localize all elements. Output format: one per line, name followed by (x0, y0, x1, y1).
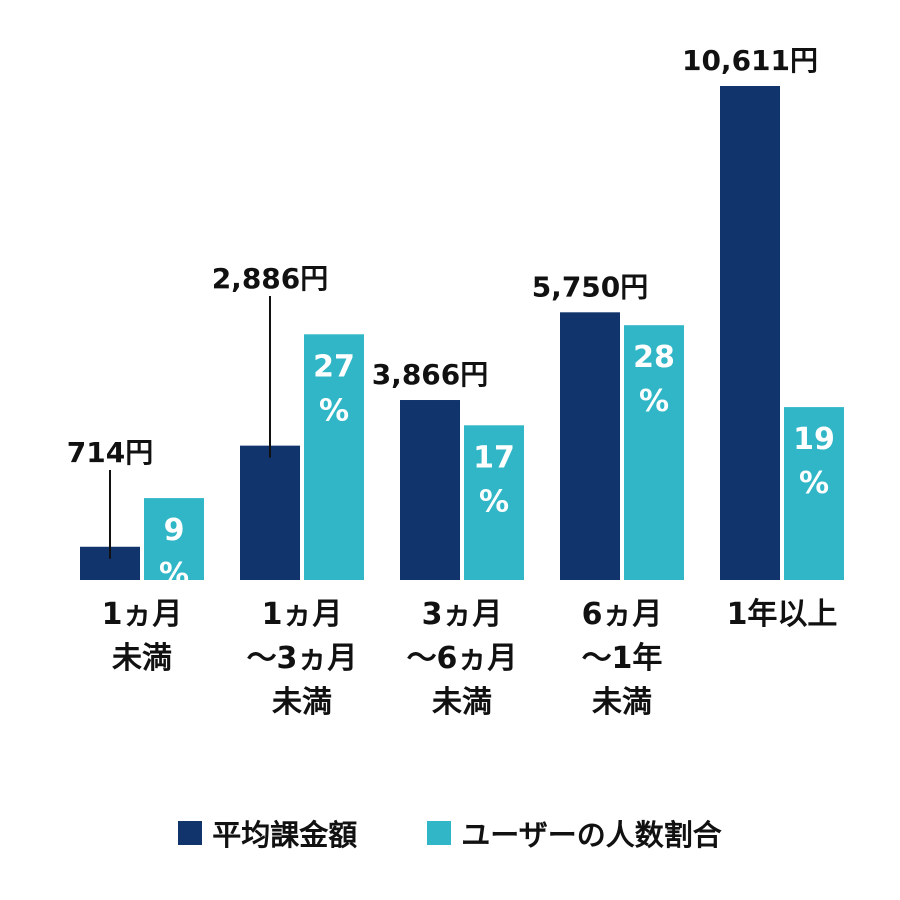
legend-item-avg: 平均課金額 (178, 812, 357, 854)
category-label: 未満 (112, 641, 172, 676)
category-label: 6ヵ月 (582, 597, 663, 632)
value-label-ratio: % (639, 384, 669, 419)
bar-chart: 714円9%1ヵ月未満2,886円27%1ヵ月〜3ヵ月未満3,866円17%3ヵ… (66, 44, 844, 720)
value-label-ratio: 27 (313, 349, 355, 384)
category-label: 未満 (592, 685, 652, 720)
category-label: 3ヵ月 (422, 597, 503, 632)
value-label-avg: 2,886円 (212, 262, 329, 295)
legend-swatch-avg (178, 821, 203, 845)
value-label-ratio: 9 (164, 513, 185, 548)
value-label-ratio: % (159, 557, 189, 592)
bar-ratio (304, 334, 364, 580)
category-label: 未満 (272, 685, 332, 720)
value-label-avg: 3,866円 (372, 358, 489, 391)
value-label-ratio: 19 (793, 422, 835, 457)
bar-avg (560, 312, 620, 580)
legend-label-avg: 平均課金額 (212, 818, 358, 852)
value-label-ratio: % (799, 466, 829, 501)
value-label-avg: 714円 (67, 436, 153, 469)
bar-avg (240, 445, 300, 580)
value-label-ratio: % (319, 393, 349, 428)
category-label: 〜3ヵ月 (247, 641, 358, 676)
bar-ratio (464, 425, 524, 580)
category-label: 〜6ヵ月 (407, 641, 518, 676)
value-label-ratio: % (479, 484, 509, 519)
bar-avg (400, 400, 460, 580)
value-label-ratio: 17 (473, 440, 515, 475)
legend: 平均課金額 ユーザーの人数割合 (0, 812, 900, 854)
value-label-avg: 5,750円 (532, 270, 649, 303)
category-label: 未満 (432, 685, 492, 720)
value-label-avg: 10,611円 (682, 44, 818, 77)
legend-swatch-ratio (427, 821, 452, 845)
category-label: 1ヵ月 (102, 597, 183, 632)
legend-label-ratio: ユーザーの人数割合 (461, 818, 722, 852)
bar-ratio (144, 498, 204, 580)
legend-item-ratio: ユーザーの人数割合 (427, 812, 722, 854)
value-label-ratio: 28 (633, 340, 675, 375)
category-label: 1ヵ月 (262, 597, 343, 632)
category-label: 〜1年 (582, 641, 663, 676)
bar-ratio (784, 407, 844, 580)
bar-avg (720, 86, 780, 580)
bar-ratio (624, 325, 684, 580)
category-label: 1年以上 (727, 597, 838, 632)
